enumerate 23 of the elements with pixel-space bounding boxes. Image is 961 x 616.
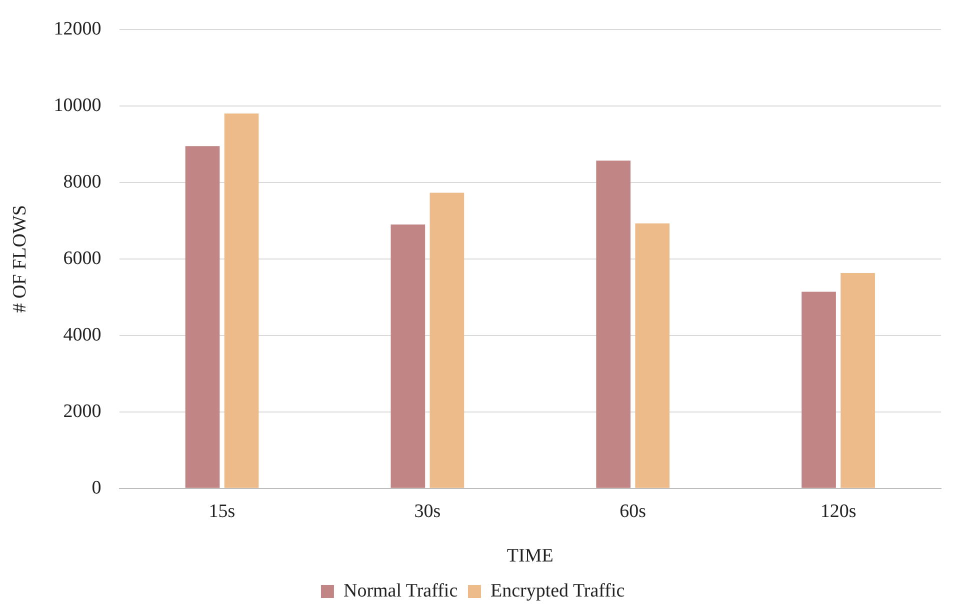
y-tick-label: 12000 xyxy=(54,18,102,40)
x-axis-title: TIME xyxy=(506,546,554,567)
bar xyxy=(390,224,426,488)
y-tick-label: 2000 xyxy=(63,400,102,422)
y-tick-label: 4000 xyxy=(63,324,102,346)
y-tick-label: 8000 xyxy=(63,171,102,192)
y-tick-label: 0 xyxy=(92,477,102,498)
x-tick-label: 30s xyxy=(414,500,441,522)
legend-label: Normal Traffic xyxy=(343,580,458,602)
x-tick-label: 120s xyxy=(820,500,856,522)
y-tick-label: 10000 xyxy=(54,94,102,116)
y-axis-title: # OF FLOWS xyxy=(9,205,30,313)
bar xyxy=(635,223,670,488)
bar xyxy=(224,114,259,488)
bar xyxy=(596,160,631,488)
bar xyxy=(802,292,836,488)
bar xyxy=(430,192,464,488)
y-tick-label: 6000 xyxy=(63,248,102,269)
x-tick-label: 60s xyxy=(620,500,646,522)
bar xyxy=(840,273,875,488)
bar xyxy=(185,146,220,488)
legend-label: Encrypted Traffic xyxy=(490,580,625,602)
x-tick-label: 15s xyxy=(208,500,236,522)
